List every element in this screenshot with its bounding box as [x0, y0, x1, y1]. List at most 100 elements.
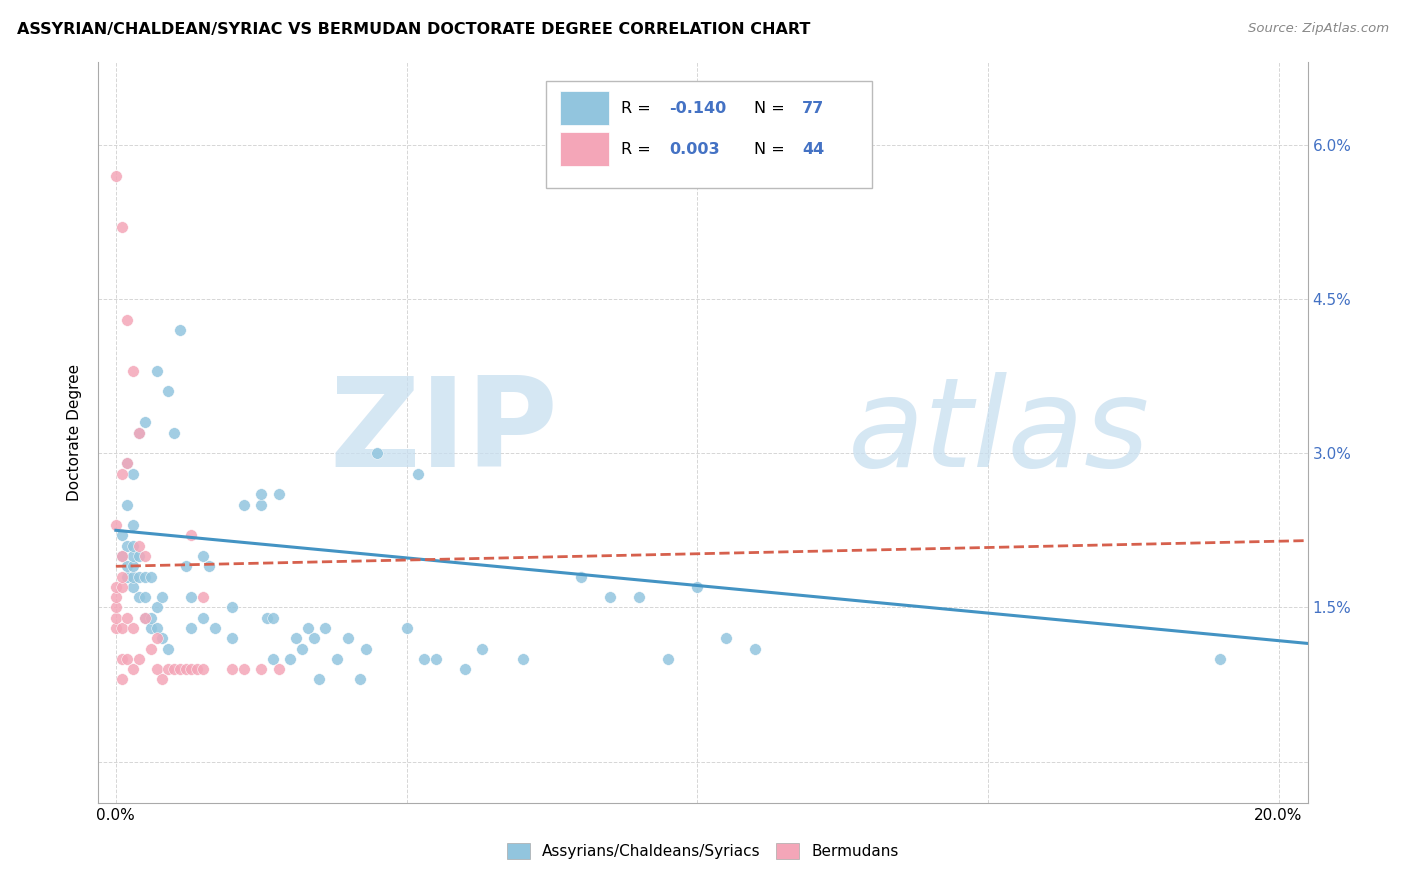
Point — [117, 457, 139, 471]
Point — [569, 569, 592, 583]
Text: ASSYRIAN/CHALDEAN/SYRIAC VS BERMUDAN DOCTORATE DEGREE CORRELATION CHART: ASSYRIAN/CHALDEAN/SYRIAC VS BERMUDAN DOC… — [17, 22, 810, 37]
Point — [349, 673, 371, 687]
Point — [122, 539, 145, 553]
Point — [204, 621, 226, 635]
Point — [180, 621, 202, 635]
Point — [104, 590, 127, 604]
Point — [628, 590, 651, 604]
Point — [232, 662, 254, 676]
Point — [308, 673, 330, 687]
Point — [128, 590, 150, 604]
Point — [134, 549, 156, 563]
Point — [657, 652, 679, 666]
Point — [366, 446, 388, 460]
Point — [1209, 652, 1232, 666]
Text: R =: R = — [621, 142, 655, 157]
Text: 0.003: 0.003 — [669, 142, 720, 157]
Point — [111, 569, 134, 583]
Point — [285, 632, 308, 646]
Text: 44: 44 — [803, 142, 824, 157]
Point — [186, 662, 208, 676]
Point — [117, 652, 139, 666]
Point — [169, 323, 191, 337]
Point — [354, 641, 377, 656]
Point — [128, 549, 150, 563]
Point — [250, 662, 273, 676]
Point — [122, 662, 145, 676]
FancyBboxPatch shape — [561, 132, 609, 166]
Y-axis label: Doctorate Degree: Doctorate Degree — [67, 364, 83, 501]
Legend: Assyrians/Chaldeans/Syriacs, Bermudans: Assyrians/Chaldeans/Syriacs, Bermudans — [501, 838, 905, 865]
Point — [145, 662, 167, 676]
Point — [117, 539, 139, 553]
Point — [111, 621, 134, 635]
Point — [122, 364, 145, 378]
Text: -0.140: -0.140 — [669, 101, 727, 116]
Point — [198, 559, 221, 574]
Point — [191, 611, 214, 625]
Point — [128, 652, 150, 666]
Point — [128, 425, 150, 440]
Point — [250, 498, 273, 512]
Point — [314, 621, 336, 635]
Point — [453, 662, 475, 676]
Point — [191, 662, 214, 676]
Point — [326, 652, 349, 666]
Point — [256, 611, 278, 625]
Point — [111, 549, 134, 563]
Point — [134, 611, 156, 625]
Point — [111, 467, 134, 481]
Point — [134, 569, 156, 583]
Point — [163, 425, 186, 440]
Point — [180, 590, 202, 604]
Point — [128, 569, 150, 583]
Point — [139, 611, 162, 625]
Point — [122, 621, 145, 635]
Point — [302, 632, 325, 646]
Point — [150, 632, 173, 646]
Point — [104, 580, 127, 594]
Text: atlas: atlas — [848, 372, 1150, 493]
Text: R =: R = — [621, 101, 655, 116]
Point — [104, 621, 127, 635]
Point — [221, 662, 243, 676]
Point — [117, 611, 139, 625]
Point — [111, 652, 134, 666]
Point — [134, 590, 156, 604]
Point — [117, 312, 139, 326]
Point — [174, 559, 197, 574]
Point — [111, 549, 134, 563]
Point — [128, 425, 150, 440]
Point — [150, 673, 173, 687]
Point — [180, 662, 202, 676]
Point — [104, 600, 127, 615]
Point — [250, 487, 273, 501]
Point — [134, 415, 156, 429]
Point — [471, 641, 494, 656]
Text: Source: ZipAtlas.com: Source: ZipAtlas.com — [1249, 22, 1389, 36]
Point — [139, 569, 162, 583]
Point — [221, 632, 243, 646]
Point — [122, 549, 145, 563]
Point — [425, 652, 447, 666]
Point — [686, 580, 709, 594]
Point — [122, 467, 145, 481]
Point — [122, 518, 145, 533]
Point — [512, 652, 534, 666]
Point — [122, 569, 145, 583]
FancyBboxPatch shape — [546, 81, 872, 188]
Point — [134, 611, 156, 625]
Point — [139, 621, 162, 635]
Point — [267, 487, 290, 501]
Text: N =: N = — [754, 101, 790, 116]
Point — [599, 590, 621, 604]
Point — [157, 662, 180, 676]
Point — [104, 518, 127, 533]
Point — [111, 219, 134, 234]
Point — [145, 600, 167, 615]
Point — [139, 641, 162, 656]
Point — [145, 621, 167, 635]
Point — [104, 169, 127, 183]
Point — [744, 641, 766, 656]
Point — [337, 632, 360, 646]
